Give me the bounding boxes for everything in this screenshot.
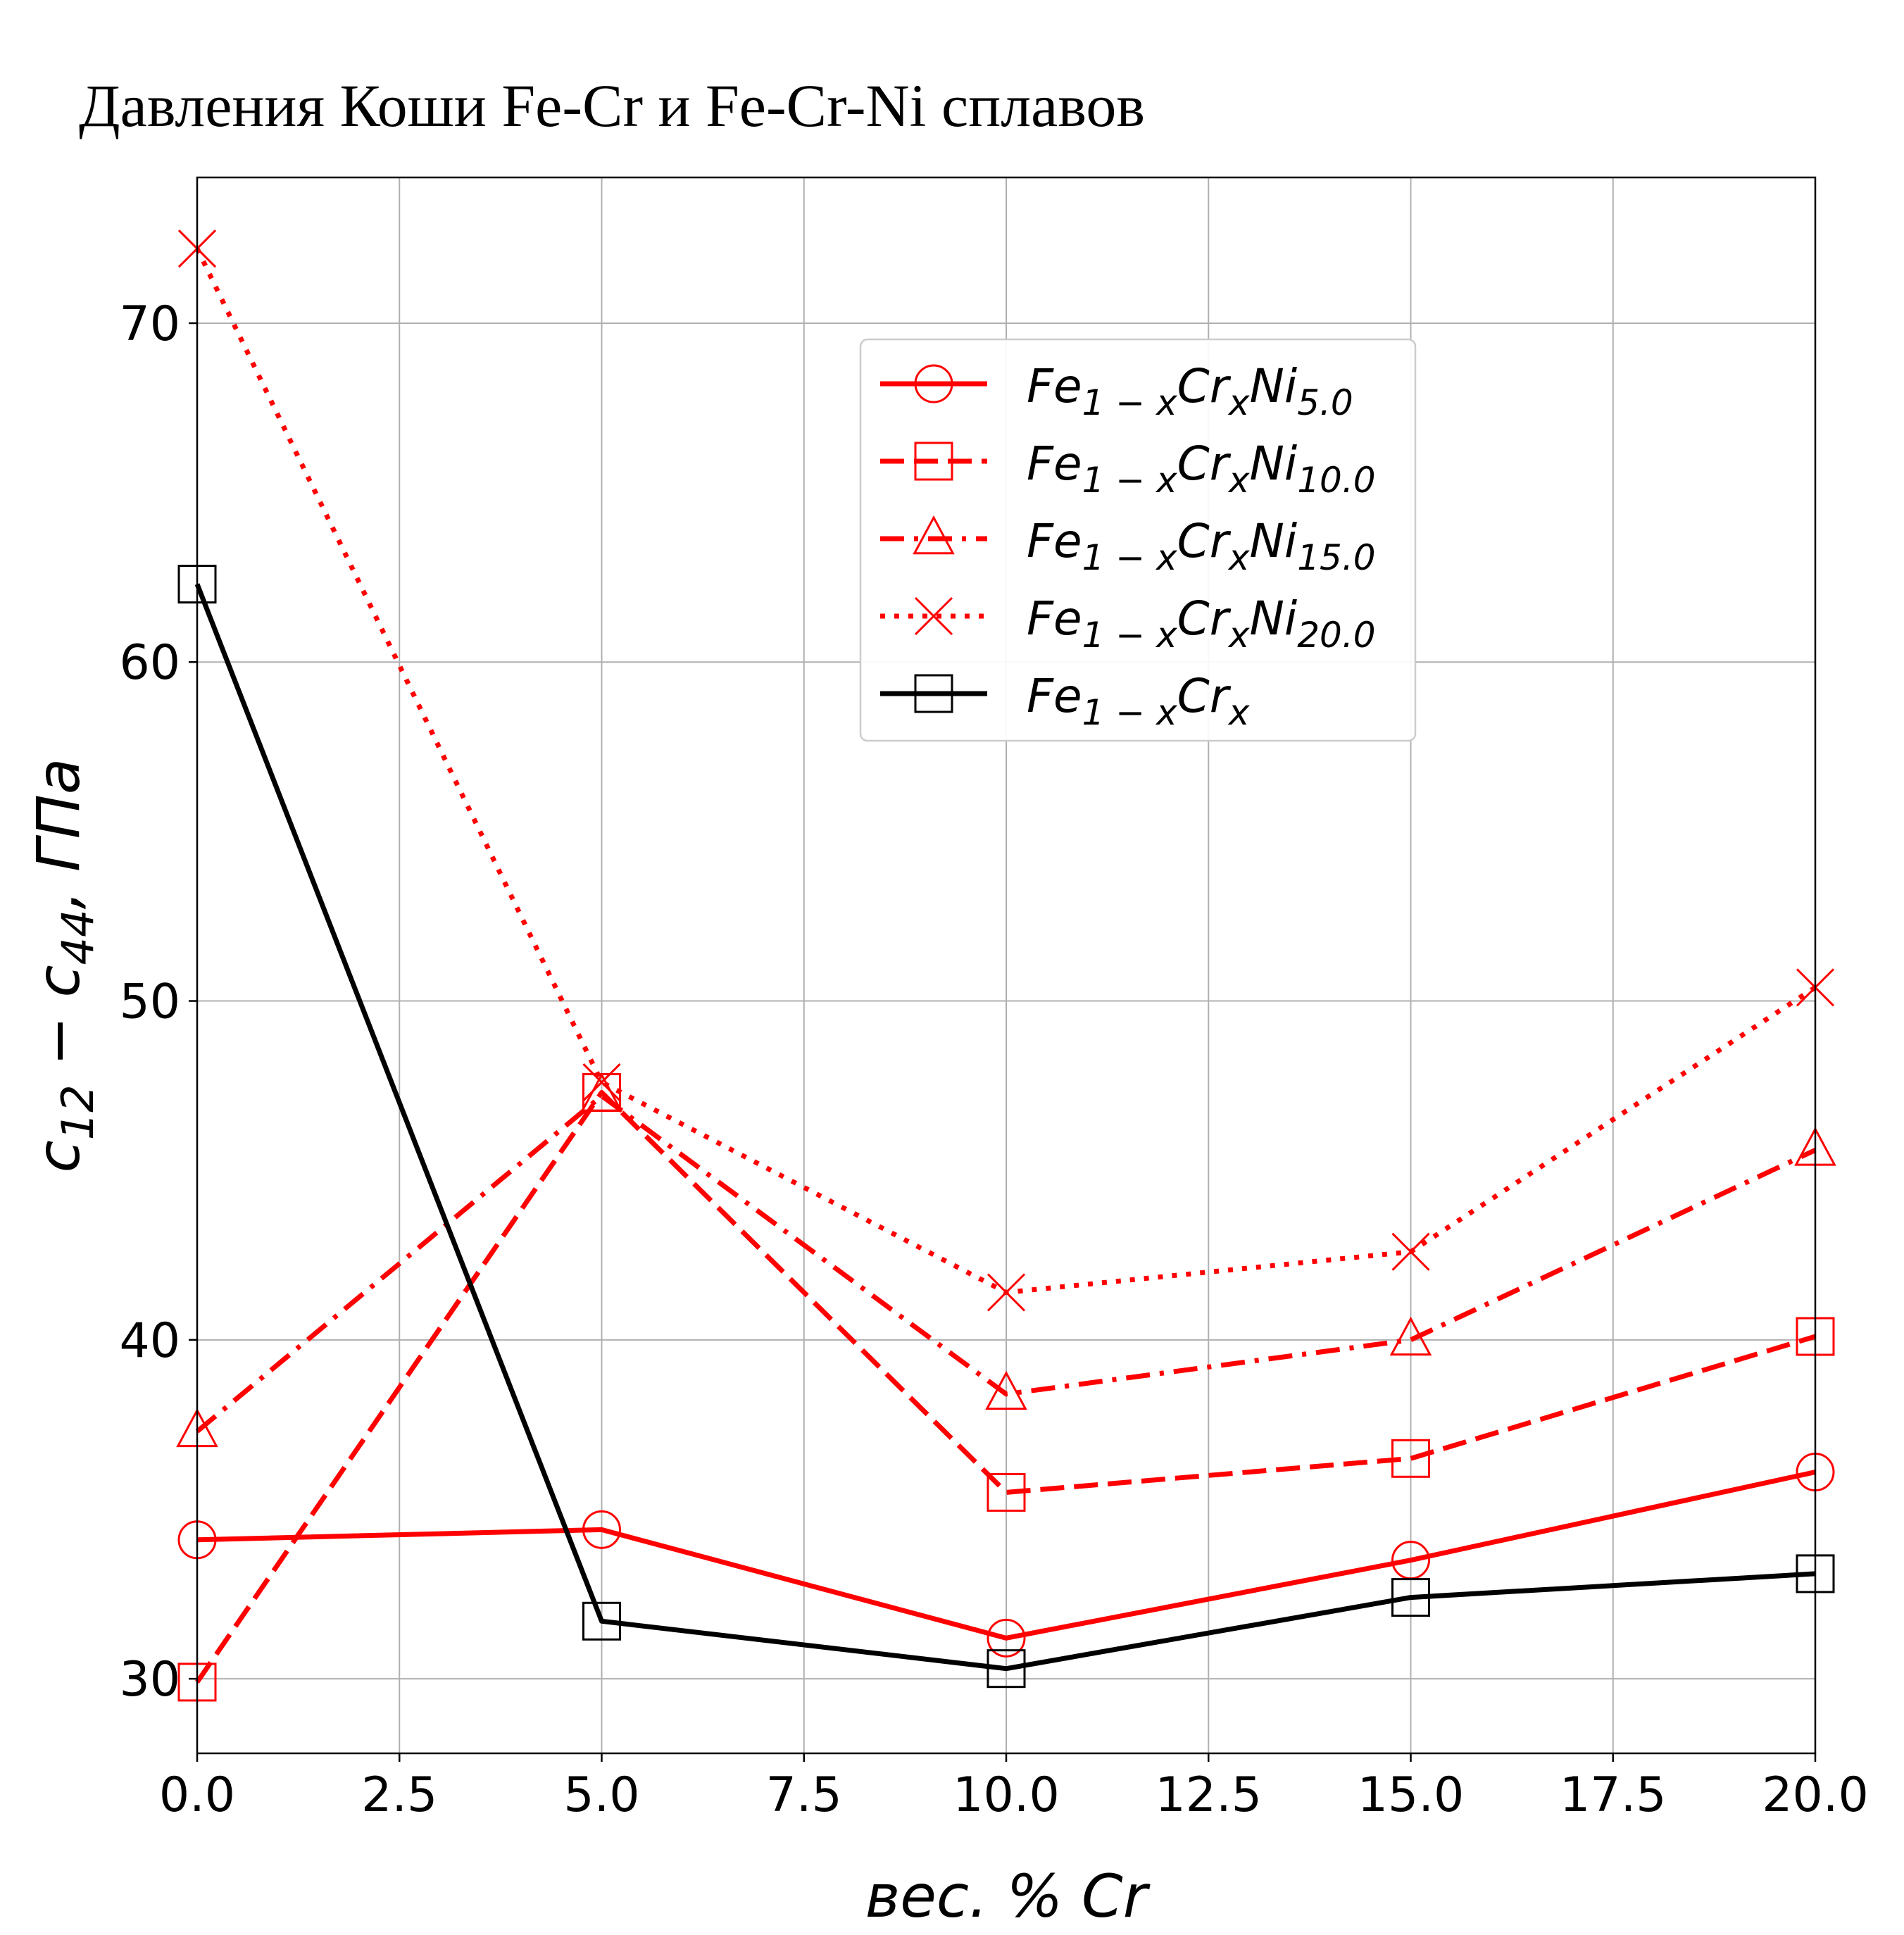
legend-marker [913,515,955,555]
legend-marker [914,364,953,403]
legend-marker-stroke [914,596,953,636]
x-tick-label: 10.0 [953,1767,1059,1823]
axis-ticks: 0.0 2.5 5.0 7.5 10.0 12.5 15.0 17.5 20.0 30 40 50 60… [119,296,1868,1823]
series-line [195,1093,1817,1434]
legend-label: Fe1 − xCrx [1027,669,1250,733]
legend-entry: Fe1 − xCrxNi20.0 [880,591,1376,656]
legend-entry: Fe1 − xCrxNi10.0 [880,437,1376,501]
data-point [582,1510,621,1549]
data-point-stroke [987,1273,1026,1312]
legend-entry: Fe1 − xCrxNi5.0 [880,359,1353,423]
legend-label: Fe1 − xCrxNi10.0 [1027,437,1376,501]
data-point-stroke [1391,1232,1430,1271]
data-point [582,1601,621,1641]
legend-box [859,338,1417,742]
chart-title: Давления Коши Fe-Cr и Fe-Cr-Ni сплавов [79,72,1145,139]
data-point [1391,1439,1430,1478]
legend-label: Fe1 − xCrxNi20.0 [1027,591,1376,656]
data-point [985,1370,1027,1410]
data-point [1391,1578,1430,1617]
legend-entry: Fe1 − xCrxNi15.0 [880,514,1376,578]
legend-marker [914,674,953,713]
x-tick-label: 0.0 [159,1767,235,1823]
y-axis-label: c12 − c44, ГПа [24,758,104,1173]
series-line [194,583,1816,1672]
x-tick-label: 2.5 [361,1767,437,1823]
data-point-stroke [582,1063,621,1102]
series-line [195,1089,1817,1684]
data-point [987,1618,1026,1658]
y-tick-label: 70 [119,296,180,352]
series-line [196,1470,1816,1641]
x-tick-label: 12.5 [1155,1767,1262,1823]
legend: Fe1 − xCrxNi5.0 Fe1 − xCrxNi10.0 Fe1 − xCr… [859,338,1417,742]
legend-entry: Fe1 − xCrx [880,669,1250,733]
x-tick-label: 7.5 [766,1767,842,1823]
y-tick-label: 30 [119,1652,180,1708]
legend-marker [914,596,953,636]
y-tick-label: 50 [119,975,180,1030]
legend-label: Fe1 − xCrxNi15.0 [1027,514,1376,578]
x-tick-label: 15.0 [1358,1767,1464,1823]
data-point [987,1273,1026,1312]
data-point [987,1649,1026,1689]
x-tick-label: 5.0 [563,1767,639,1823]
data-point [1391,1232,1430,1271]
x-axis-label: вес. % Cr [865,1862,1151,1931]
y-tick-label: 60 [119,635,180,691]
legend-label: Fe1 − xCrxNi5.0 [1027,359,1353,423]
x-tick-label: 17.5 [1560,1767,1666,1823]
y-tick-label: 40 [119,1313,180,1369]
data-point [987,1472,1026,1512]
x-tick-label: 20.0 [1762,1767,1868,1823]
data-point [582,1063,621,1102]
data-point [1389,1316,1432,1356]
legend-marker [914,442,953,481]
